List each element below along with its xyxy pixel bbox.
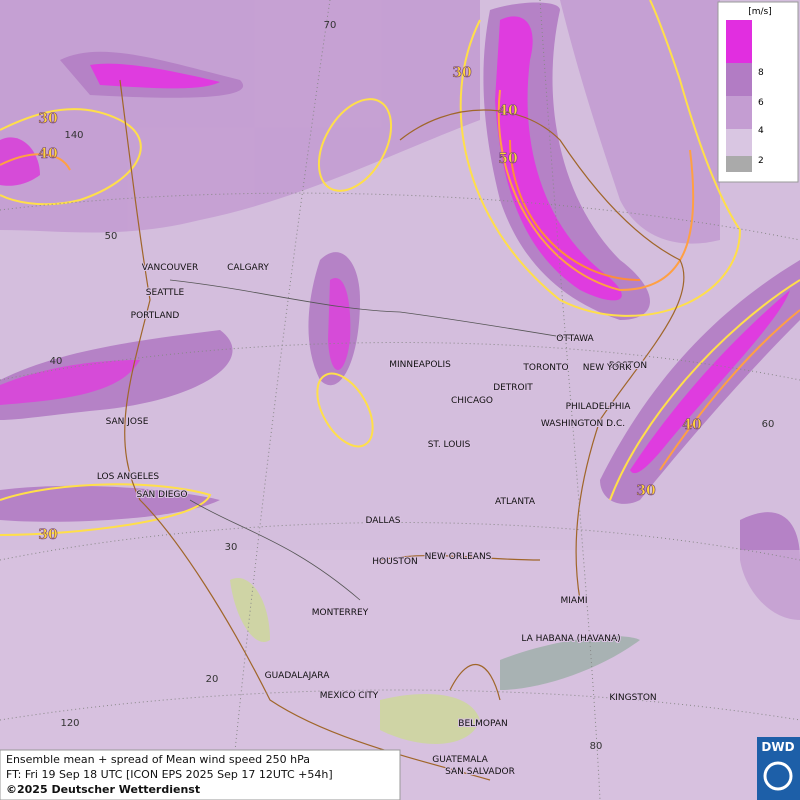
grid-label: 20 xyxy=(206,674,219,685)
grid-label: 50 xyxy=(105,231,118,242)
city-label: MIAMI xyxy=(561,596,588,606)
city-label: TORONTO xyxy=(522,363,568,373)
city-label: DALLAS xyxy=(365,516,400,526)
contour-label: 30 xyxy=(636,483,656,499)
city-label: OTTAWA xyxy=(556,334,594,344)
city-label: KINGSTON xyxy=(609,693,656,703)
city-label: ATLANTA xyxy=(495,497,536,507)
logo-text: DWD xyxy=(761,740,794,754)
contours xyxy=(0,0,800,536)
contour-label: 50 xyxy=(498,151,518,167)
logo-icon xyxy=(763,761,793,791)
grid-label: 70 xyxy=(324,20,337,31)
contour-label: 30 xyxy=(452,65,472,81)
city-label: DETROIT xyxy=(493,383,533,393)
city-label: GUATEMALA xyxy=(432,755,488,765)
legend-tick: 4 xyxy=(758,126,764,136)
caption: Ensemble mean + spread of Mean wind spee… xyxy=(0,749,401,800)
legend-tick: 2 xyxy=(758,156,764,166)
legend-swatch xyxy=(726,129,752,156)
city-label: HOUSTON xyxy=(372,557,417,567)
legend-unit: [m/s] xyxy=(748,7,772,17)
city-label: MEXICO CITY xyxy=(320,691,379,701)
caption-line: FT: Fri 19 Sep 18 UTC [ICON EPS 2025 Sep… xyxy=(6,768,333,781)
legend-tick: 6 xyxy=(758,98,764,108)
grid-label: 60 xyxy=(762,419,775,430)
city-label: WASHINGTON D.C. xyxy=(541,419,625,429)
city-label: BELMOPAN xyxy=(458,719,507,729)
city-label: SAN JOSE xyxy=(106,417,149,427)
caption-box xyxy=(0,749,401,800)
city-label: LOS ANGELES xyxy=(97,472,160,482)
legend-swatch xyxy=(726,96,752,129)
contour-label: 40 xyxy=(682,417,702,433)
labels: VANCOUVER CALGARY SEATTLE PORTLAND SAN JOSE L… xyxy=(38,20,775,778)
city-label: LA HABANA (HAVANA) xyxy=(521,634,620,644)
city-label: NEW YORK xyxy=(583,363,633,373)
grid-label: 80 xyxy=(590,741,603,752)
contour-label: 30 xyxy=(38,527,58,543)
caption-line: ©2025 Deutscher Wetterdienst xyxy=(6,783,200,796)
city-label: CALGARY xyxy=(227,263,269,273)
city-label: BOSTON xyxy=(609,361,647,371)
contour-label: 30 xyxy=(38,111,58,127)
grid-label: 40 xyxy=(50,356,63,367)
contour-label: 40 xyxy=(38,146,58,162)
city-label: CHICAGO xyxy=(451,396,493,406)
grid-label: 140 xyxy=(64,130,83,141)
city-label: SAN DIEGO xyxy=(137,490,188,500)
borders xyxy=(169,279,581,601)
city-label: ST. LOUIS xyxy=(428,440,471,450)
legend-swatch xyxy=(726,63,752,96)
legend-tick: 8 xyxy=(758,68,764,78)
city-label: SAN SALVADOR xyxy=(445,767,515,777)
city-label: PHILADELPHIA xyxy=(566,402,632,412)
city-label: NEW ORLEANS xyxy=(425,552,492,562)
city-label: VANCOUVER xyxy=(142,263,199,273)
city-label: PORTLAND xyxy=(131,311,180,321)
grid-label: 30 xyxy=(225,542,238,553)
legend-swatch xyxy=(726,156,752,172)
legend: [m/s] 8 6 4 2 xyxy=(717,1,799,183)
contour-label: 40 xyxy=(498,103,518,119)
city-label: MINNEAPOLIS xyxy=(389,360,451,370)
city-label: SEATTLE xyxy=(146,288,185,298)
coastlines xyxy=(119,79,685,781)
legend-swatch xyxy=(726,20,752,63)
city-label: MONTERREY xyxy=(312,608,369,618)
logo: DWD xyxy=(757,737,800,800)
city-label: GUADALAJARA xyxy=(265,671,331,681)
grid-label: 120 xyxy=(60,718,79,729)
caption-line: Ensemble mean + spread of Mean wind spee… xyxy=(6,753,310,766)
